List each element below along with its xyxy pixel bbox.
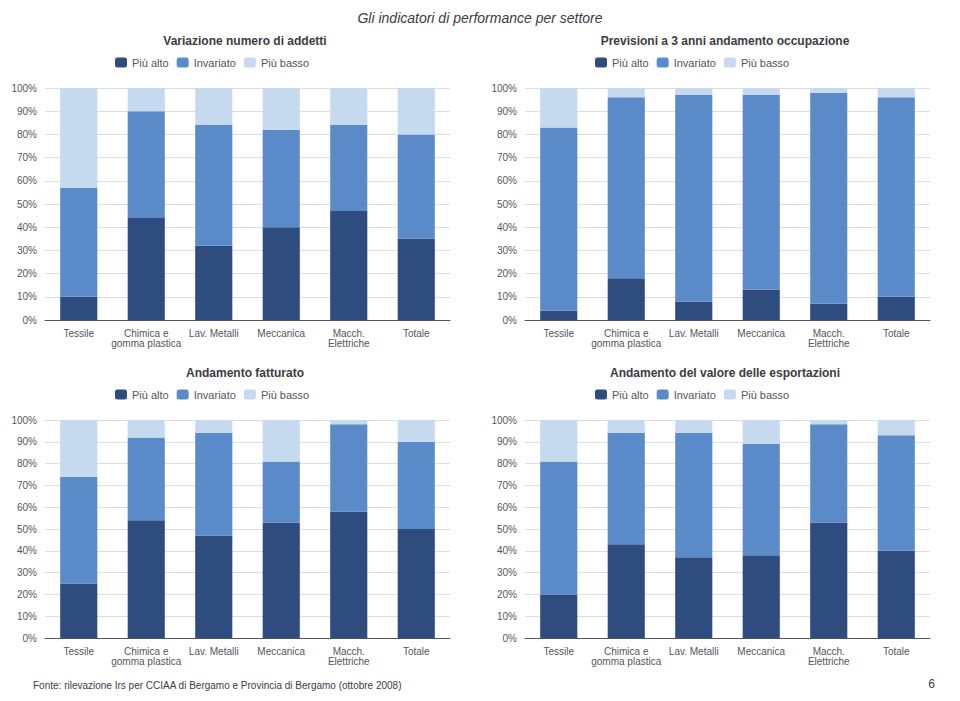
svg-text:gomma plastica: gomma plastica: [111, 656, 181, 667]
svg-text:Macch.: Macch.: [812, 327, 845, 339]
svg-text:Totale: Totale: [883, 328, 910, 339]
svg-text:100%: 100%: [11, 83, 37, 94]
svg-text:20%: 20%: [17, 589, 37, 600]
svg-text:Meccanica: Meccanica: [257, 646, 305, 657]
svg-text:40%: 40%: [497, 222, 517, 233]
svg-text:Invariato: Invariato: [674, 389, 716, 401]
svg-text:Più alto: Più alto: [132, 389, 169, 401]
svg-text:30%: 30%: [17, 245, 37, 256]
svg-text:Chimica e: Chimica e: [604, 327, 649, 339]
svg-text:Tessile: Tessile: [63, 646, 94, 657]
svg-text:60%: 60%: [17, 175, 37, 186]
svg-text:Invariato: Invariato: [194, 389, 236, 401]
svg-text:gomma plastica: gomma plastica: [591, 656, 661, 667]
svg-text:0%: 0%: [503, 315, 518, 326]
svg-text:gomma plastica: gomma plastica: [111, 338, 181, 349]
svg-text:10%: 10%: [17, 611, 37, 622]
svg-text:Più alto: Più alto: [132, 57, 169, 69]
svg-text:Meccanica: Meccanica: [737, 646, 785, 657]
svg-text:0%: 0%: [503, 633, 518, 644]
svg-text:40%: 40%: [17, 545, 37, 556]
svg-text:Tessile: Tessile: [63, 328, 94, 339]
svg-text:Invariato: Invariato: [674, 57, 716, 69]
svg-text:40%: 40%: [17, 222, 37, 233]
svg-text:100%: 100%: [491, 83, 517, 94]
svg-text:Più basso: Più basso: [741, 389, 789, 401]
svg-text:80%: 80%: [497, 458, 517, 469]
svg-text:Meccanica: Meccanica: [737, 328, 785, 339]
svg-text:10%: 10%: [497, 611, 517, 622]
svg-text:50%: 50%: [497, 524, 517, 535]
svg-text:Lav. Metalli: Lav. Metalli: [669, 646, 719, 657]
svg-text:Elettriche: Elettriche: [808, 338, 850, 349]
svg-text:Totale: Totale: [883, 646, 910, 657]
svg-text:Fonte: rilevazione Irs per CCI: Fonte: rilevazione Irs per CCIAA di Berg…: [33, 680, 402, 691]
svg-text:Meccanica: Meccanica: [257, 328, 305, 339]
svg-text:90%: 90%: [17, 436, 37, 447]
svg-text:Elettriche: Elettriche: [328, 338, 370, 349]
svg-text:Chimica e: Chimica e: [604, 645, 649, 657]
svg-text:60%: 60%: [497, 502, 517, 513]
svg-text:30%: 30%: [17, 567, 37, 578]
svg-text:Gli indicatori di performance: Gli indicatori di performance per settor…: [357, 10, 602, 26]
svg-text:Invariato: Invariato: [194, 57, 236, 69]
svg-text:Più alto: Più alto: [612, 389, 649, 401]
svg-text:90%: 90%: [497, 106, 517, 117]
svg-text:Più basso: Più basso: [261, 389, 309, 401]
svg-text:50%: 50%: [17, 199, 37, 210]
svg-text:60%: 60%: [497, 175, 517, 186]
svg-text:100%: 100%: [11, 415, 37, 426]
svg-text:10%: 10%: [17, 291, 37, 302]
svg-text:Chimica e: Chimica e: [124, 327, 169, 339]
svg-text:50%: 50%: [17, 524, 37, 535]
svg-text:Macch.: Macch.: [812, 645, 845, 657]
svg-text:Lav. Metalli: Lav. Metalli: [189, 328, 239, 339]
svg-text:Previsioni a 3 anni andamento: Previsioni a 3 anni andamento occupazion…: [601, 34, 850, 48]
svg-text:Andamento fatturato: Andamento fatturato: [186, 366, 304, 380]
svg-text:Più basso: Più basso: [741, 57, 789, 69]
svg-text:40%: 40%: [497, 545, 517, 556]
svg-text:30%: 30%: [497, 245, 517, 256]
svg-text:30%: 30%: [497, 567, 517, 578]
svg-text:gomma plastica: gomma plastica: [591, 338, 661, 349]
svg-text:100%: 100%: [491, 415, 517, 426]
svg-text:Più alto: Più alto: [612, 57, 649, 69]
svg-text:60%: 60%: [17, 502, 37, 513]
svg-text:Andamento del valore delle esp: Andamento del valore delle esportazioni: [610, 366, 840, 380]
svg-text:Macch.: Macch.: [332, 327, 365, 339]
svg-text:Totale: Totale: [403, 646, 430, 657]
svg-text:Variazione numero di addetti: Variazione numero di addetti: [163, 34, 326, 48]
svg-text:70%: 70%: [17, 152, 37, 163]
svg-text:10%: 10%: [497, 291, 517, 302]
svg-text:Chimica e: Chimica e: [124, 645, 169, 657]
svg-text:80%: 80%: [497, 129, 517, 140]
svg-text:6: 6: [928, 677, 935, 691]
svg-text:Elettriche: Elettriche: [808, 656, 850, 667]
svg-text:20%: 20%: [17, 268, 37, 279]
svg-text:0%: 0%: [23, 633, 38, 644]
svg-text:20%: 20%: [497, 268, 517, 279]
svg-text:Elettriche: Elettriche: [328, 656, 370, 667]
svg-text:50%: 50%: [497, 199, 517, 210]
svg-text:80%: 80%: [17, 458, 37, 469]
svg-text:0%: 0%: [23, 315, 38, 326]
svg-text:Tessile: Tessile: [543, 328, 574, 339]
svg-text:Macch.: Macch.: [332, 645, 365, 657]
svg-text:70%: 70%: [17, 480, 37, 491]
svg-text:Più basso: Più basso: [261, 57, 309, 69]
svg-text:80%: 80%: [17, 129, 37, 140]
svg-text:Lav. Metalli: Lav. Metalli: [189, 646, 239, 657]
svg-text:20%: 20%: [497, 589, 517, 600]
svg-text:70%: 70%: [497, 480, 517, 491]
svg-text:90%: 90%: [17, 106, 37, 117]
svg-text:Tessile: Tessile: [543, 646, 574, 657]
svg-text:Lav. Metalli: Lav. Metalli: [669, 328, 719, 339]
svg-text:90%: 90%: [497, 436, 517, 447]
svg-text:70%: 70%: [497, 152, 517, 163]
svg-text:Totale: Totale: [403, 328, 430, 339]
